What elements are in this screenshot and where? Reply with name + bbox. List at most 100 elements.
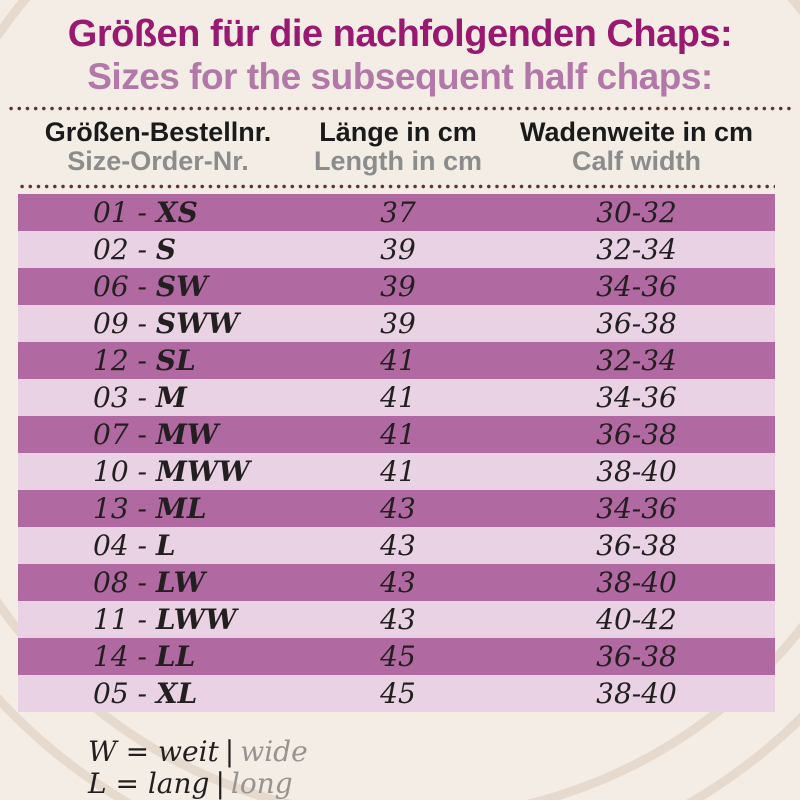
size-code: MW xyxy=(155,417,219,451)
length-cell: 41 xyxy=(380,343,416,377)
length-cell: 43 xyxy=(380,565,416,599)
size-code: SWW xyxy=(155,306,240,340)
length-cell: 39 xyxy=(380,306,416,340)
legend-term: L = lang xyxy=(88,766,210,800)
calf-width-cell: 30-32 xyxy=(596,195,677,229)
length-cell: 39 xyxy=(380,232,416,266)
size-order-cell: 08 - LW xyxy=(18,566,298,599)
order-number: 08 - xyxy=(93,565,156,599)
size-code: LWW xyxy=(155,602,237,636)
size-code: XS xyxy=(155,195,198,229)
legend-translation: wide xyxy=(240,734,308,768)
size-code: XL xyxy=(155,676,198,710)
column-header-primary: Länge in cm xyxy=(319,116,477,147)
calf-width-cell: 40-42 xyxy=(596,602,677,636)
dotted-divider-table xyxy=(18,183,775,189)
table-header-row: Größen-Bestellnr. Size-Order-Nr. Länge i… xyxy=(18,116,775,177)
dotted-divider-top xyxy=(7,105,793,111)
calf-width-cell: 38-40 xyxy=(596,454,677,488)
order-number: 10 - xyxy=(93,454,156,488)
size-order-cell: 11 - LWW xyxy=(18,603,298,636)
order-number: 04 - xyxy=(93,528,156,562)
column-header-primary: Größen-Bestellnr. xyxy=(44,116,272,147)
size-code: SW xyxy=(155,269,208,303)
column-header-calf-width: Wadenweite in cm Calf width xyxy=(498,116,775,177)
order-number: 01 - xyxy=(93,195,156,229)
size-code: S xyxy=(155,232,177,266)
calf-width-cell: 34-36 xyxy=(596,269,677,303)
size-order-cell: 13 - ML xyxy=(18,492,298,525)
table-body: 01 - XS 37 30-32 02 - S 39 32-34 06 - SW… xyxy=(18,193,775,712)
column-header-secondary: Length in cm xyxy=(314,146,482,177)
table-row: 13 - ML 43 34-36 xyxy=(18,489,775,527)
calf-width-cell: 36-38 xyxy=(596,417,677,451)
abbreviation-legend: W = weit | wide L = lang | long xyxy=(88,734,800,800)
column-header-size-order: Größen-Bestellnr. Size-Order-Nr. xyxy=(18,116,298,177)
length-cell: 43 xyxy=(380,602,416,636)
size-order-cell: 12 - SL xyxy=(18,344,298,377)
size-code: ML xyxy=(155,491,207,525)
table-row: 14 - LL 45 36-38 xyxy=(18,637,775,675)
size-code: L xyxy=(155,528,176,562)
order-number: 06 - xyxy=(93,269,156,303)
calf-width-cell: 36-38 xyxy=(596,639,677,673)
size-order-cell: 06 - SW xyxy=(18,270,298,303)
length-cell: 41 xyxy=(380,417,416,451)
order-number: 02 - xyxy=(93,232,156,266)
legend-term: W = weit xyxy=(88,734,219,768)
size-order-cell: 02 - S xyxy=(18,233,298,266)
size-order-cell: 07 - MW xyxy=(18,418,298,451)
calf-width-cell: 34-36 xyxy=(596,491,677,525)
calf-width-cell: 38-40 xyxy=(596,565,677,599)
order-number: 09 - xyxy=(93,306,156,340)
order-number: 05 - xyxy=(93,676,156,710)
table-row: 08 - LW 43 38-40 xyxy=(18,563,775,601)
length-cell: 39 xyxy=(380,269,416,303)
order-number: 03 - xyxy=(93,380,156,414)
order-number: 11 - xyxy=(93,602,156,636)
legend-divider: | xyxy=(215,766,225,800)
length-cell: 43 xyxy=(380,528,416,562)
page-title-english: Sizes for the subsequent half chaps: xyxy=(87,56,713,98)
length-cell: 37 xyxy=(380,195,416,229)
size-order-cell: 01 - XS xyxy=(18,196,298,229)
size-order-cell: 05 - XL xyxy=(18,677,298,710)
order-number: 14 - xyxy=(93,639,156,673)
size-code: MWW xyxy=(155,454,250,488)
order-number: 13 - xyxy=(93,491,156,525)
size-order-cell: 03 - M xyxy=(18,381,298,414)
size-order-cell: 09 - SWW xyxy=(18,307,298,340)
table-row: 06 - SW 39 34-36 xyxy=(18,267,775,305)
table-row: 11 - LWW 43 40-42 xyxy=(18,600,775,638)
table-row: 03 - M 41 34-36 xyxy=(18,378,775,416)
title-block: Größen für die nachfolgenden Chaps: Size… xyxy=(0,0,800,98)
table-row: 05 - XL 45 38-40 xyxy=(18,674,775,712)
table-row: 04 - L 43 36-38 xyxy=(18,526,775,564)
page-title-german: Größen für die nachfolgenden Chaps: xyxy=(67,13,733,55)
size-code: LL xyxy=(155,639,196,673)
size-order-cell: 04 - L xyxy=(18,529,298,562)
table-row: 10 - MWW 41 38-40 xyxy=(18,452,775,490)
length-cell: 41 xyxy=(380,380,416,414)
length-cell: 43 xyxy=(380,491,416,525)
calf-width-cell: 32-34 xyxy=(596,343,677,377)
table-row: 09 - SWW 39 36-38 xyxy=(18,304,775,342)
order-number: 07 - xyxy=(93,417,156,451)
legend-line-long: L = lang | long xyxy=(88,766,800,800)
size-order-cell: 14 - LL xyxy=(18,640,298,673)
calf-width-cell: 34-36 xyxy=(596,380,677,414)
column-header-primary: Wadenweite in cm xyxy=(519,116,754,147)
legend-divider: | xyxy=(224,734,235,768)
table-row: 02 - S 39 32-34 xyxy=(18,230,775,268)
length-cell: 45 xyxy=(380,676,416,710)
column-header-secondary: Calf width xyxy=(572,146,701,177)
size-code: LW xyxy=(155,565,206,599)
column-header-length: Länge in cm Length in cm xyxy=(298,116,498,177)
length-cell: 45 xyxy=(380,639,416,673)
table-row: 07 - MW 41 36-38 xyxy=(18,415,775,453)
table-row: 12 - SL 41 32-34 xyxy=(18,341,775,379)
column-header-secondary: Size-Order-Nr. xyxy=(67,146,249,177)
legend-line-wide: W = weit | wide xyxy=(88,734,800,768)
size-code: SL xyxy=(155,343,196,377)
